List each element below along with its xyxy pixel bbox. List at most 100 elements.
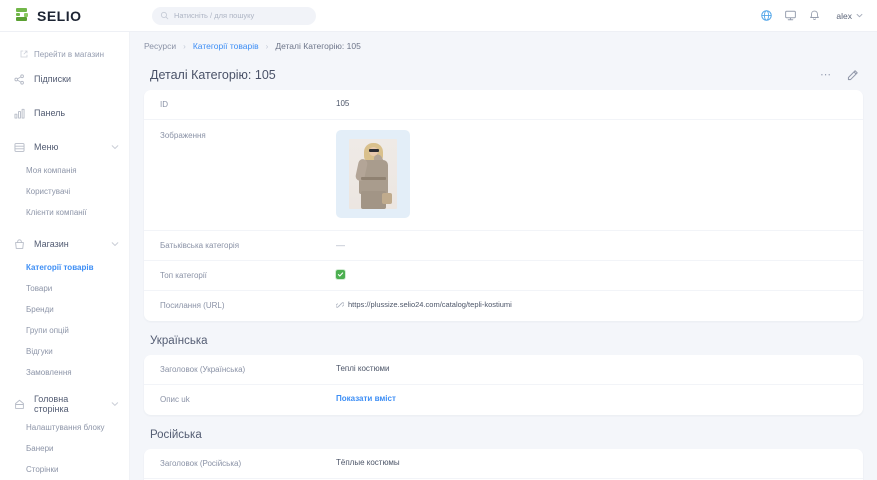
sidebar-group-меню: Меню Моя компанія Користувачі Клієнти компа… [0, 134, 129, 229]
top-bar: SELIO Натисніть / для пошуку [0, 0, 877, 32]
detail-row: Заголовок (Російська) Тёплые костюмы [144, 449, 863, 479]
detail-value: Теплі костюми [336, 364, 389, 373]
top-category-checkbox[interactable] [336, 270, 345, 279]
breadcrumb-separator-2: › [265, 41, 269, 51]
sidebar-spacer [0, 126, 129, 132]
sidebar-item-магазин[interactable]: Магазин [0, 231, 129, 257]
sidebar-item-go-to-store[interactable]: Перейти в магазин [0, 42, 129, 66]
sidebar-item-label: Головна сторінка [34, 394, 69, 414]
sidebar-subitem-бренди[interactable]: Бренди [0, 299, 129, 320]
sidebar-group-головна-сторінка: Головна сторінка Налаштування блоку Банери… [0, 391, 129, 480]
sidebar-subitem-сторінки[interactable]: Сторінки [0, 459, 129, 480]
search-input[interactable]: Натисніть / для пошуку [152, 6, 316, 25]
page-title: Деталі Категорію: 105 [150, 68, 276, 82]
sidebar-subitem-категорії-товарів[interactable]: Категорії товарів [0, 257, 129, 278]
detail-label: ID [160, 100, 168, 109]
sidebar-subitem-товари[interactable]: Товари [0, 278, 129, 299]
main-content: Ресурси › Категорії товарів › Деталі Кат… [130, 32, 877, 480]
breadcrumb: Ресурси › Категорії товарів › Деталі Кат… [144, 32, 863, 60]
sidebar-subitem-групи-опцій[interactable]: Групи опцій [0, 320, 129, 341]
detail-row: Заголовок (Українська) Теплі костюми [144, 355, 863, 385]
sidebar-subitem-label: Сторінки [26, 465, 59, 474]
sidebar-subitem-відгуки[interactable]: Відгуки [0, 341, 129, 362]
page-header: Деталі Категорію: 105 ⋯ [144, 60, 863, 90]
body: Перейти в магазин Підписки Панель Меню Моя … [0, 32, 877, 480]
sidebar-item-підписки[interactable]: Підписки [0, 66, 129, 92]
sidebar-spacer [0, 383, 129, 389]
field-value: 105 [336, 99, 350, 108]
share-icon [14, 73, 24, 85]
globe-icon[interactable] [760, 9, 773, 22]
sidebar-item-label: Підписки [34, 74, 72, 84]
sidebar-subitem-label: Замовлення [26, 368, 72, 377]
search-icon [160, 11, 169, 20]
section-title: Російська [150, 429, 202, 441]
detail-label: Зображення [160, 131, 206, 140]
sidebar-subitem-замовлення[interactable]: Замовлення [0, 362, 129, 383]
detail-value: 105 [336, 99, 349, 108]
external-link-icon [20, 50, 28, 58]
sidebar-spacer [0, 92, 129, 98]
sidebar: Перейти в магазин Підписки Панель Меню Моя … [0, 32, 130, 480]
detail-row: Опис uk Показати вміст [144, 385, 863, 415]
category-url-text: https://plussize.selio24.com/catalog/tep… [348, 300, 512, 309]
detail-row: Зображення [144, 120, 863, 231]
brand-logo[interactable]: SELIO [16, 7, 128, 24]
sidebar-subitem-моя-компанія[interactable]: Моя компанія [0, 160, 129, 181]
bell-icon[interactable] [808, 9, 821, 22]
sidebar-group-підписки: Підписки [0, 66, 129, 98]
detail-label: Топ категорії [160, 271, 207, 280]
search-placeholder: Натисніть / для пошуку [174, 11, 255, 20]
chevron-down-icon [111, 402, 119, 406]
list-icon [14, 142, 25, 152]
show-content-link[interactable]: Показати вміст [336, 394, 396, 403]
link-icon [336, 301, 344, 308]
monitor-icon[interactable] [784, 9, 797, 22]
detail-value [336, 130, 410, 218]
pencil-icon[interactable] [846, 69, 859, 82]
section-card: Заголовок (Українська) Теплі костюми Опис … [144, 355, 863, 415]
detail-label: Заголовок (Українська) [160, 365, 246, 374]
detail-value: Показати вміст [336, 394, 396, 403]
breadcrumb-root[interactable]: Ресурси [144, 41, 177, 51]
sidebar-subitem-label: Товари [26, 284, 53, 293]
sidebar-item-головна-сторінка[interactable]: Головна сторінка [0, 391, 129, 417]
detail-value: https://plussize.selio24.com/catalog/tep… [336, 300, 512, 309]
user-menu[interactable]: alex [836, 11, 863, 21]
sidebar-item-панель[interactable]: Панель [0, 100, 129, 126]
sidebar-subitem-користувачі[interactable]: Користувачі [0, 181, 129, 202]
sidebar-group-магазин: Магазин Категорії товарів Товари Бренди Груп… [0, 231, 129, 389]
detail-label: Опис uk [160, 395, 190, 404]
category-url[interactable]: https://plussize.selio24.com/catalog/tep… [336, 300, 512, 309]
sidebar-subitem-label: Моя компанія [26, 166, 77, 175]
breadcrumb-current: Деталі Категорію: 105 [275, 41, 361, 51]
chart-icon [14, 108, 25, 119]
top-bar-actions: alex [760, 9, 863, 22]
detail-label: Заголовок (Російська) [160, 459, 242, 468]
sidebar-subitem-label: Категорії товарів [26, 263, 94, 272]
more-options-button[interactable]: ⋯ [820, 68, 832, 81]
sidebar-subitem-банери[interactable]: Банери [0, 438, 129, 459]
breadcrumb-parent[interactable]: Категорії товарів [192, 41, 259, 51]
detail-label: Посилання (URL) [160, 301, 225, 310]
sidebar-subitem-label: Групи опцій [26, 326, 69, 335]
category-image-thumb[interactable] [336, 130, 410, 218]
sidebar-subitem-налаштування-блоку[interactable]: Налаштування блоку [0, 417, 129, 438]
detail-row: Топ категорії [144, 261, 863, 291]
page-actions: ⋯ [820, 69, 859, 82]
sidebar-subitem-label: Користувачі [26, 187, 71, 196]
sidebar-subitem-label: Банери [26, 444, 54, 453]
check-icon [337, 272, 344, 277]
user-name: alex [836, 10, 852, 21]
detail-label: Батьківська категорія [160, 241, 240, 250]
sidebar-subitem-label: Бренди [26, 305, 54, 314]
detail-value: Тёплые костюмы [336, 458, 400, 467]
sidebar-subitem-клієнти-компанії[interactable]: Клієнти компанії [0, 202, 129, 223]
sidebar-item-label: Меню [34, 142, 59, 152]
chevron-down-icon [111, 145, 119, 149]
section-title: Українська [150, 335, 208, 347]
sidebar-store-label: Перейти в магазин [34, 49, 104, 59]
sidebar-item-label: Магазин [34, 239, 69, 249]
sidebar-item-меню[interactable]: Меню [0, 134, 129, 160]
